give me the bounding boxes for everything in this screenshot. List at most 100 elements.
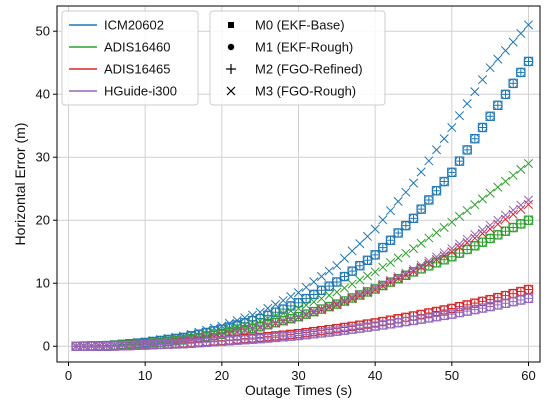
x-tick-label: 0 [65,368,72,383]
data-point [332,277,342,287]
data-point [478,237,487,247]
data-point [309,306,319,316]
data-point [255,334,265,343]
data-point [439,177,449,186]
data-point [293,303,304,313]
data-point [447,168,457,177]
data-point [324,327,334,337]
data-point [470,200,480,210]
data-point [393,228,403,238]
data-point [209,330,219,340]
data-point [355,275,365,285]
data-point [355,291,365,301]
data-point [247,323,258,333]
data-point [485,188,495,198]
x-tick-label: 40 [368,368,382,383]
data-point [332,326,342,336]
data-point [393,318,403,327]
data-point [362,271,373,281]
data-point [301,309,311,319]
data-point [454,111,465,121]
data-point [401,268,411,278]
data-point [516,204,526,214]
data-point [386,319,395,329]
legend-label-square: M0 (EKF-Base) [255,18,345,33]
data-point [470,87,480,97]
data-point [424,156,434,166]
data-point [270,311,281,321]
data-point [217,337,227,346]
data-point [393,253,403,263]
data-point [178,335,189,345]
data-point [339,253,350,263]
data-point [378,215,388,225]
data-point [500,210,511,220]
data-point [240,335,250,344]
legend-label-icm20602: ICM20602 [104,18,164,33]
data-point [500,176,511,186]
data-point [485,63,495,73]
data-point [447,244,457,254]
data-point [416,314,426,324]
data-point [462,205,472,216]
data-point [362,231,373,241]
data-point [363,256,372,265]
data-point [286,292,296,302]
data-point [247,310,258,320]
data-point [516,287,526,296]
data-point [286,306,296,316]
data-point [109,340,120,350]
data-point [317,328,326,338]
data-point [485,234,495,243]
data-point [416,238,426,248]
data-point [493,219,503,229]
data-point [171,336,181,346]
data-point [209,328,219,338]
data-point [110,341,119,351]
data-point [508,170,518,180]
data-markers [71,20,534,351]
data-point [232,322,242,332]
data-point [370,224,380,234]
data-point [317,286,326,295]
data-point [424,256,434,266]
data-point [493,54,503,64]
data-point [524,57,533,66]
data-point [431,145,442,155]
data-point [416,167,426,177]
data-point [470,230,480,240]
data-point [355,323,365,333]
data-point [501,291,510,300]
data-point [401,317,411,326]
series-hguide-i300-m3 [71,195,534,351]
data-point [125,341,135,350]
data-point [71,341,81,351]
data-point [385,258,396,268]
imu-legend-box [61,10,199,106]
data-point [408,264,419,274]
data-point [148,340,158,349]
data-point [524,285,533,294]
data-point [416,260,426,270]
data-point [263,333,273,343]
x-axis-title: Outage Times (s) [245,382,352,398]
data-point [355,239,365,249]
legend-marker-plus [226,64,236,74]
data-point [332,298,342,308]
data-point [416,264,426,274]
data-point [500,214,511,224]
data-point [424,258,434,269]
data-point [424,233,434,243]
data-point [301,294,311,303]
data-point [155,337,166,347]
y-tick-label: 40 [36,87,50,102]
data-point [470,241,480,251]
data-point [516,68,526,77]
data-point [370,283,380,293]
method-legend-box [209,10,386,106]
data-point [501,90,510,99]
x-tick-label: 10 [138,368,152,383]
data-point [516,295,526,305]
data-point [347,324,357,334]
data-point [523,158,534,169]
